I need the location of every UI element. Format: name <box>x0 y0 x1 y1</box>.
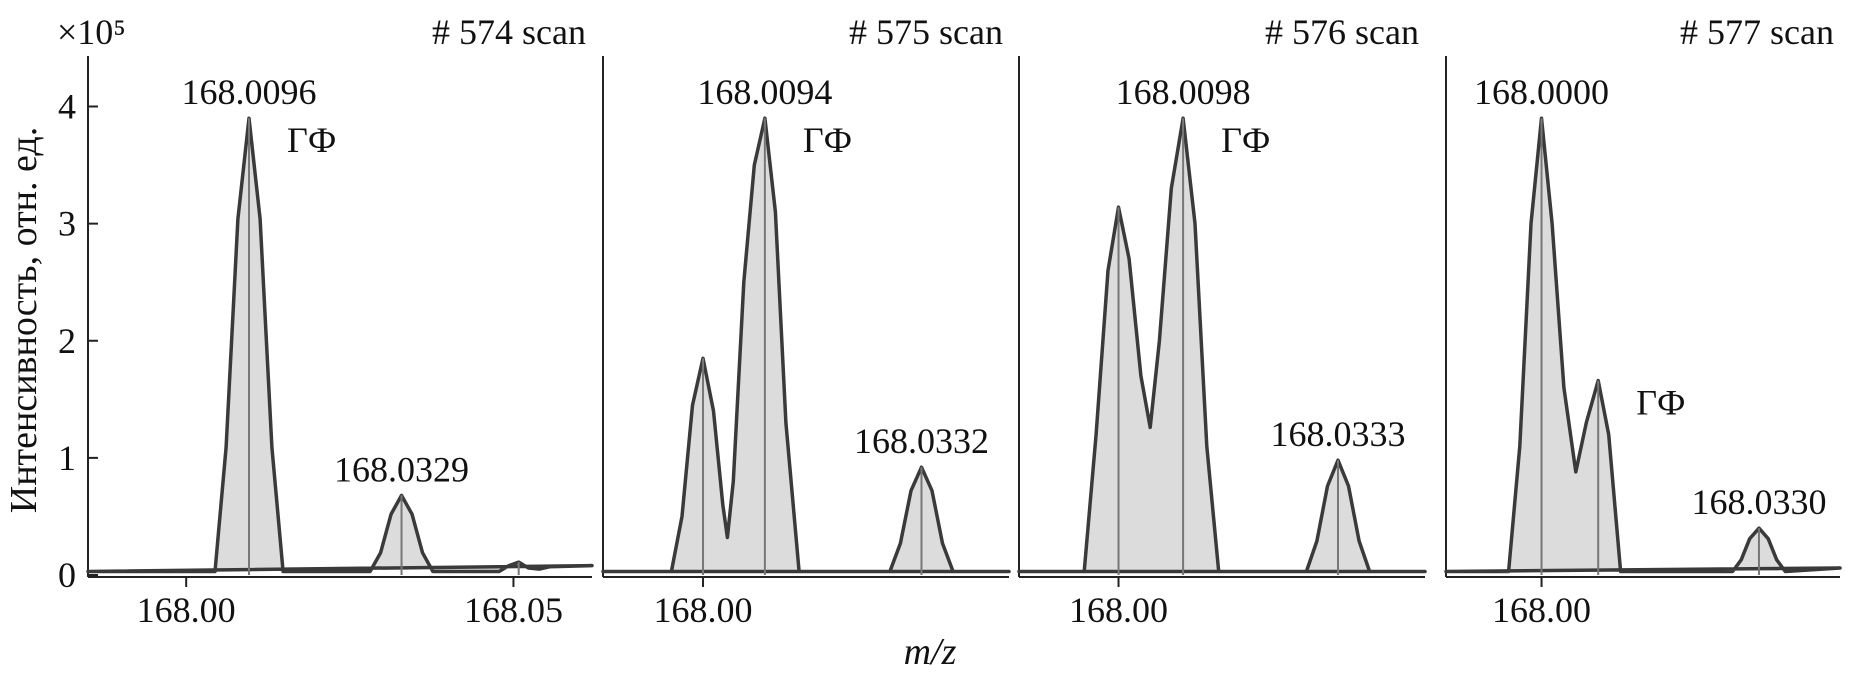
panel-title: # 577 scan <box>1680 12 1834 52</box>
peak-label: 168.0096 <box>182 72 317 112</box>
panel-title: # 576 scan <box>1265 12 1419 52</box>
x-tick-label: 168.00 <box>1492 590 1591 630</box>
y-tick-label: 0 <box>58 555 76 595</box>
peak-name: ГФ <box>803 120 852 160</box>
y-tick-label: 2 <box>58 321 76 361</box>
spectrum-profile <box>86 116 594 574</box>
panel-title: # 575 scan <box>849 12 1003 52</box>
peak-label: 168.0332 <box>854 421 989 461</box>
peak-label: 168.0094 <box>697 72 832 112</box>
peak-label: 168.0333 <box>1271 414 1406 454</box>
x-tick-label: 168.00 <box>654 590 753 630</box>
x-tick-label: 168.00 <box>137 590 236 630</box>
spectrum-profile <box>1017 116 1427 574</box>
y-axis-label: Интенсивность, отн. ед. <box>3 127 45 513</box>
peak-name: ГФ <box>1221 120 1270 160</box>
y-tick-label: 3 <box>58 204 76 244</box>
x-tick-label: 168.00 <box>1069 590 1168 630</box>
peak-label: 168.0098 <box>1116 72 1251 112</box>
peak-label: 168.0329 <box>334 449 469 489</box>
peak-name: ГФ <box>287 120 336 160</box>
y-scale-label: ×10⁵ <box>57 12 126 52</box>
spectrum-profile <box>1444 116 1842 574</box>
panel-title: # 574 scan <box>432 12 586 52</box>
x-axis-label: m/z <box>904 631 957 673</box>
peak-name: ГФ <box>1636 383 1685 423</box>
spectrum-profile <box>601 116 1011 574</box>
peak-label: 168.0330 <box>1691 482 1826 522</box>
y-tick-label: 1 <box>58 438 76 478</box>
y-tick-label: 4 <box>58 87 76 127</box>
peak-label: 168.0000 <box>1474 72 1609 112</box>
x-tick-label: 168.05 <box>464 590 563 630</box>
